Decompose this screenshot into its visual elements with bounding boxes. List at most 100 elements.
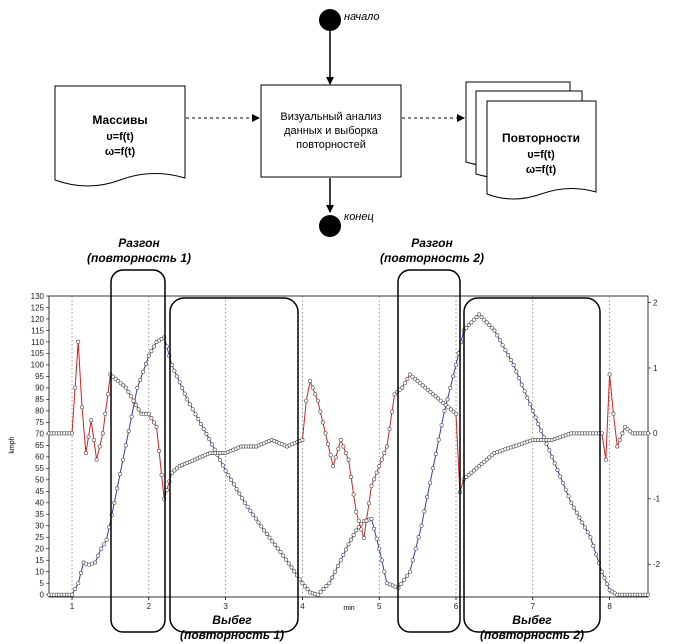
series-1-point <box>402 381 407 386</box>
series-0-point <box>428 480 433 485</box>
series-1-point <box>415 379 420 384</box>
series-0-point <box>218 458 223 463</box>
series-0-point <box>229 477 234 482</box>
series-0-point <box>220 463 225 468</box>
start-terminal <box>319 9 341 31</box>
series-0-point <box>335 563 340 568</box>
series-0-point <box>212 447 217 452</box>
coast2-subtitle: (повторность 2) <box>480 628 584 642</box>
x-axis-ticks: 1 2 3 4 5 6 7 8 <box>70 597 612 611</box>
series-1-point <box>146 411 151 416</box>
series-1-point <box>479 461 484 466</box>
y-tick-label: 5 <box>40 579 45 588</box>
series-0-point <box>281 553 286 558</box>
series-1-point <box>304 398 309 403</box>
series-0-point <box>275 546 280 551</box>
series-0-point <box>533 415 538 420</box>
series-0-point <box>538 428 543 433</box>
x-tick-label: 7 <box>531 602 536 611</box>
series-0-point <box>146 353 151 358</box>
series-0-point <box>453 362 458 367</box>
series-1-point <box>418 381 423 386</box>
series-1-point <box>615 444 620 449</box>
series-0-point <box>112 500 117 505</box>
series-1-point <box>413 376 418 381</box>
series-1-point <box>136 407 141 412</box>
series-0-point <box>207 437 212 442</box>
series-0-point <box>180 385 185 390</box>
series-1-point <box>369 483 374 488</box>
series-0-point <box>379 558 384 563</box>
series-0-point <box>484 320 489 325</box>
series-0-point <box>196 417 201 422</box>
repeats-line-1: υ=f(t) <box>527 149 555 161</box>
series-1-point <box>105 392 110 397</box>
y-tick-label: 75 <box>35 418 44 427</box>
series-1-point <box>323 431 328 436</box>
series-1-point <box>103 411 108 416</box>
series-1-point <box>443 403 448 408</box>
series-0-point <box>445 397 450 402</box>
x-tick-label: 3 <box>223 602 228 611</box>
series-0-point <box>201 426 206 431</box>
series-0-point <box>343 547 348 552</box>
series-0-point <box>503 348 508 353</box>
series-1-point <box>607 372 612 377</box>
series-1-point <box>392 392 397 397</box>
y-axis-label: kmph <box>9 436 16 453</box>
series-0-point <box>261 528 266 533</box>
series-0-point <box>588 535 593 540</box>
series-1-point <box>410 374 415 379</box>
series-0-point <box>129 414 134 419</box>
series-0-point <box>318 589 323 594</box>
coast1-frame <box>169 297 299 633</box>
series-1-point <box>405 376 410 381</box>
y2-tick-label: 1 <box>653 364 658 373</box>
series-1-point <box>118 381 123 386</box>
series-1-point <box>354 509 359 514</box>
series-0-point <box>469 320 474 325</box>
series-0-point <box>198 421 203 426</box>
series-0-point <box>175 374 180 379</box>
series-0-point <box>144 361 149 366</box>
series-1-point <box>364 518 369 523</box>
series-0-point <box>327 581 332 586</box>
series-0-point <box>511 362 516 367</box>
series-0-point <box>138 377 143 382</box>
series-1-point <box>453 411 458 416</box>
series-1-point <box>152 420 157 425</box>
series-1-point <box>438 398 443 403</box>
chart-series <box>46 312 650 597</box>
series-1-point <box>382 450 387 455</box>
series-1-point <box>320 420 325 425</box>
y-tick-label: 0 <box>40 591 45 600</box>
series-1-point <box>482 459 487 464</box>
series-1-point <box>341 444 346 449</box>
chart: 0510152025303540455055606570758085909510… <box>9 292 661 612</box>
series-0-point <box>448 385 453 390</box>
series-1-point <box>446 405 451 410</box>
y-tick-label: 55 <box>35 464 44 473</box>
series-0-point <box>382 569 387 574</box>
series-0-point <box>267 535 272 540</box>
series-0-point <box>425 494 430 499</box>
series-0-point <box>560 481 565 486</box>
y2-tick-label: -2 <box>653 560 661 569</box>
series-0-point <box>270 539 275 544</box>
series-1-point <box>300 437 305 442</box>
series-1-point <box>361 536 366 541</box>
series-1-point <box>123 385 128 390</box>
series-0-point <box>251 512 256 517</box>
series-1-point <box>318 409 323 414</box>
accel1-frame <box>110 269 166 633</box>
series-0-point <box>530 408 535 413</box>
series-0-point <box>413 546 418 551</box>
y-tick-label: 115 <box>31 326 44 335</box>
series-0-point <box>571 505 576 510</box>
series-1-point <box>73 385 78 390</box>
series-0-point <box>436 437 441 442</box>
y-tick-label: 20 <box>35 545 44 554</box>
series-1-point <box>622 424 627 429</box>
series-1-point <box>310 385 315 390</box>
